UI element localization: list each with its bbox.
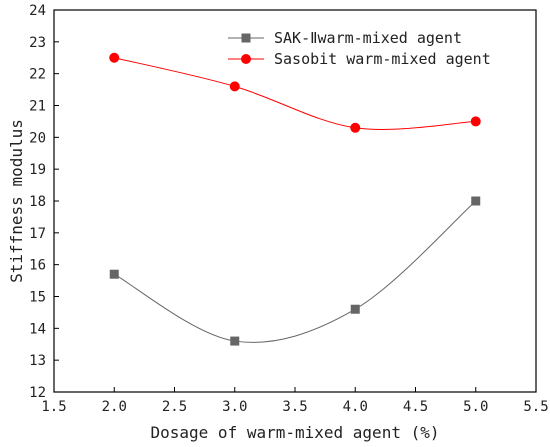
y-tick-label: 18 [29, 194, 46, 210]
y-tick-label: 17 [29, 226, 46, 242]
y-axis: 12 13 14 15 16 17 18 19 20 21 22 23 24 [29, 3, 59, 401]
sasobit-series-point [229, 81, 240, 92]
y-tick-label: 22 [29, 67, 46, 83]
sasobit-series-point [350, 122, 361, 133]
y-axis-title: Stiffness modulus [7, 119, 26, 283]
sak-series-point [350, 304, 360, 314]
x-tick-label: 3.0 [222, 399, 247, 415]
sak-series-line [114, 200, 477, 343]
sak-series-point [230, 336, 240, 346]
y-tick-label: 13 [29, 353, 46, 369]
legend-label: SAK-Ⅱwarm-mixed agent [274, 29, 462, 47]
sak-series-point [471, 196, 481, 206]
x-tick-label: 4.0 [343, 399, 368, 415]
sak-series-point [109, 269, 119, 279]
legend-marker [241, 54, 251, 64]
sasobit-series-point [470, 116, 481, 127]
x-axis: 1.5 2.0 2.5 3.0 3.5 4.0 4.5 5.0 5.5 [41, 387, 549, 415]
x-tick-label: 3.5 [282, 399, 307, 415]
series-layer [109, 52, 481, 346]
y-tick-label: 19 [29, 162, 46, 178]
x-axis-title: Dosage of warm-mixed agent (%) [151, 423, 440, 442]
x-tick-label: 2.0 [102, 399, 127, 415]
sasobit-series-point [109, 52, 120, 63]
x-tick-label: 1.5 [41, 399, 66, 415]
legend: SAK-Ⅱwarm-mixed agent Sasobit warm-mixed … [228, 29, 491, 68]
y-tick-label: 16 [29, 258, 46, 274]
legend-label: Sasobit warm-mixed agent [274, 50, 491, 68]
x-tick-label: 5.0 [463, 399, 488, 415]
x-tick-label: 5.5 [523, 399, 548, 415]
y-tick-label: 20 [29, 130, 46, 146]
y-tick-label: 12 [29, 385, 46, 401]
y-tick-label: 14 [29, 321, 46, 337]
legend-marker [241, 33, 251, 43]
sasobit-series-line [114, 57, 476, 130]
y-tick-label: 24 [29, 3, 46, 19]
y-tick-label: 21 [29, 99, 46, 115]
y-tick-label: 23 [29, 35, 46, 51]
x-tick-label: 2.5 [162, 399, 187, 415]
x-tick-label: 4.5 [403, 399, 428, 415]
y-tick-label: 15 [29, 290, 46, 306]
